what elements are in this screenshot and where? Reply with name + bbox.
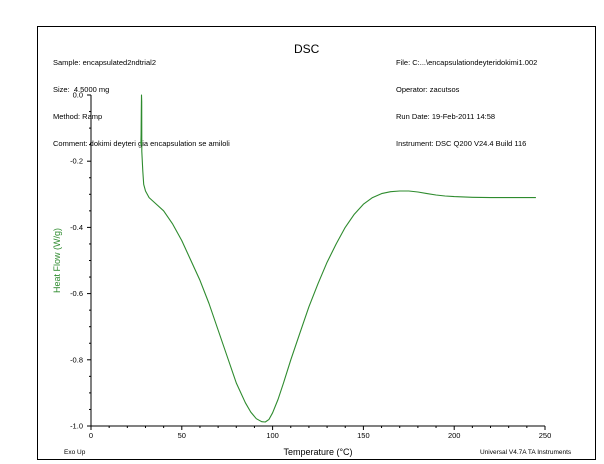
comment-text: Comment: dokimi deyteri gia encapsulatio…: [53, 139, 230, 148]
file-text: File: C:...\encapsulationdeyteridokimi1.…: [396, 58, 538, 67]
y-tick-label: -0.4: [70, 223, 83, 232]
sample-text: Sample: encapsulated2ndtrial2: [53, 58, 156, 67]
x-tick-label: 200: [448, 431, 461, 440]
y-axis-label: Heat Flow (W/g): [52, 228, 62, 293]
chart-title: DSC: [294, 42, 320, 56]
y-tick-label: -0.6: [70, 289, 83, 298]
chart-frame: [37, 26, 596, 460]
x-tick-label: 150: [357, 431, 370, 440]
x-tick-label: 100: [266, 431, 279, 440]
y-tick-label: 0.0: [73, 91, 83, 100]
x-axis-label: Temperature (°C): [283, 447, 352, 457]
operator-text: Operator: zacutsos: [396, 85, 460, 94]
x-tick-label: 50: [178, 431, 186, 440]
exo-up-label: Exo Up: [64, 449, 86, 456]
run-info: File: C:...\encapsulationdeyteridokimi1.…: [396, 40, 537, 157]
x-tick-label: 0: [89, 431, 93, 440]
y-tick-label: -0.8: [70, 355, 83, 364]
x-tick-label: 250: [539, 431, 552, 440]
method-text: Method: Ramp: [53, 112, 103, 121]
heat-flow-curve: [140, 94, 536, 423]
size-text: Size: 4.5000 mg: [53, 85, 110, 94]
instrument-text: Instrument: DSC Q200 V24.4 Build 116: [396, 139, 527, 148]
y-tick-label: -1.0: [70, 422, 83, 431]
software-version: Universal V4.7A TA Instruments: [480, 449, 572, 456]
sample-info: Sample: encapsulated2ndtrial2 Size: 4.50…: [53, 40, 230, 157]
run-date-text: Run Date: 19-Feb-2011 14:58: [396, 112, 496, 121]
y-tick-label: -0.2: [70, 157, 83, 166]
